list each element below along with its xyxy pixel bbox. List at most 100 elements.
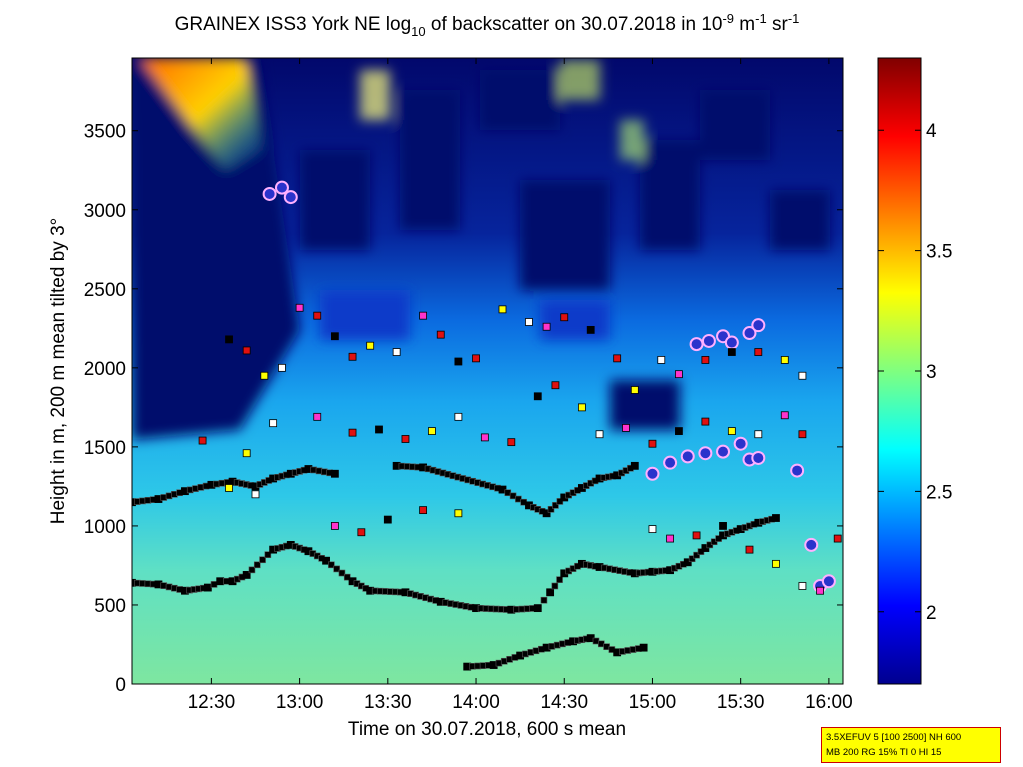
x-tick-label: 12:30 <box>188 692 236 713</box>
layer-point <box>498 305 507 314</box>
y-tick-label: 3500 <box>84 122 126 143</box>
layer-point <box>719 522 727 530</box>
layer-point <box>242 346 251 355</box>
layer-point <box>251 490 260 499</box>
layer-point <box>551 582 559 590</box>
layer-0 <box>132 514 780 614</box>
layer-point <box>683 558 692 567</box>
layer-point <box>330 469 339 478</box>
layer-point <box>480 433 489 442</box>
layer-point <box>648 439 657 448</box>
layer-point <box>542 322 551 331</box>
x-tick-label: 13:30 <box>364 692 412 713</box>
layer-point <box>383 515 392 524</box>
layer-point <box>780 356 789 364</box>
y-tick-label: 500 <box>94 596 126 617</box>
layer-point <box>203 583 212 592</box>
layer-point <box>392 348 401 356</box>
layer-point <box>419 311 428 320</box>
layer-point <box>242 449 251 458</box>
layer-point <box>278 363 286 372</box>
x-tick-label: 16:00 <box>805 692 853 713</box>
settings-info-box: 3.5XEFUV 5 [100 2500] NH 600 MB 200 RG 1… <box>821 727 1001 763</box>
layer-point <box>798 582 807 590</box>
layer-point <box>242 571 251 579</box>
layer-point <box>507 438 516 447</box>
layer-point <box>333 565 340 573</box>
layer-point <box>798 430 807 439</box>
colorbar: 2 2.5 3 3.5 4 <box>877 57 952 685</box>
layer-point <box>798 371 807 380</box>
layer-point <box>436 330 445 339</box>
layer-point <box>375 425 383 434</box>
layer-4 <box>262 180 836 593</box>
cloud-base-point <box>701 333 716 348</box>
layer-7 <box>225 484 842 595</box>
layer-6 <box>198 381 807 458</box>
layer-point <box>772 514 780 522</box>
layer-point <box>648 525 657 533</box>
layer-point <box>540 596 548 604</box>
x-axis: 12:30 13:00 13:30 14:00 14:30 15:00 15:30 16:00 <box>188 58 853 713</box>
layer-point <box>269 419 278 428</box>
layer-point <box>328 561 335 569</box>
x-tick-label: 14:00 <box>452 692 500 713</box>
layer-point <box>542 509 551 518</box>
layer-markers <box>132 180 842 671</box>
cloud-base-point <box>751 318 766 333</box>
cloud-base-point <box>733 436 748 451</box>
colorbar-tick-label: 4 <box>926 121 937 142</box>
layer-point <box>225 484 233 492</box>
layer-point <box>613 354 622 363</box>
cloud-base-point <box>716 444 731 459</box>
heatmap-plot-area <box>132 58 843 684</box>
layer-point <box>675 370 683 379</box>
colorbar-tick-label: 3.5 <box>926 242 952 263</box>
layer-point <box>348 352 357 361</box>
y-tick-label: 1500 <box>84 438 126 459</box>
layer-point <box>264 551 272 558</box>
layer-point <box>727 427 736 435</box>
cloud-base-point <box>283 190 298 205</box>
layer-point <box>701 417 710 426</box>
layer-point <box>546 588 555 597</box>
cloud-base-point <box>680 449 695 464</box>
cloud-base-point <box>262 186 277 201</box>
info-line-2: MB 200 RG 15% TI 0 HI 15 <box>826 747 942 758</box>
layer-2 <box>392 461 639 518</box>
heatmap-texture <box>132 58 830 440</box>
layer-point <box>313 412 322 421</box>
layer-point <box>330 522 339 530</box>
layer-point <box>692 531 701 540</box>
layer-5 <box>225 303 807 394</box>
layer-point <box>688 555 696 563</box>
layer-point <box>454 412 463 421</box>
layer-point <box>754 348 763 356</box>
layer-point <box>727 348 736 356</box>
y-tick-label: 3000 <box>84 201 126 222</box>
y-tick-label: 0 <box>115 675 126 696</box>
layer-point <box>313 311 322 320</box>
chart-title: GRAINEX ISS3 York NE log10 of backscatte… <box>175 11 800 39</box>
layer-point <box>630 461 639 470</box>
layer-point <box>210 581 218 588</box>
cloud-base-point <box>645 466 660 481</box>
colorbar-gradient <box>877 57 922 685</box>
layer-point <box>401 435 410 443</box>
layer-point <box>816 586 824 595</box>
cloud-base-point <box>751 450 766 465</box>
layer-point <box>253 561 261 569</box>
layer-point <box>693 551 700 559</box>
layer-point <box>223 577 230 585</box>
layer-point <box>675 427 683 435</box>
layer-point <box>216 577 225 586</box>
y-tick-label: 2000 <box>84 359 126 380</box>
layer-point <box>357 528 366 537</box>
layer-point <box>419 506 428 515</box>
layer-point <box>622 424 630 432</box>
y-tick-label: 2500 <box>84 280 126 301</box>
layer-3 <box>463 634 648 671</box>
layer-point <box>595 430 604 439</box>
layer-point <box>330 332 339 341</box>
